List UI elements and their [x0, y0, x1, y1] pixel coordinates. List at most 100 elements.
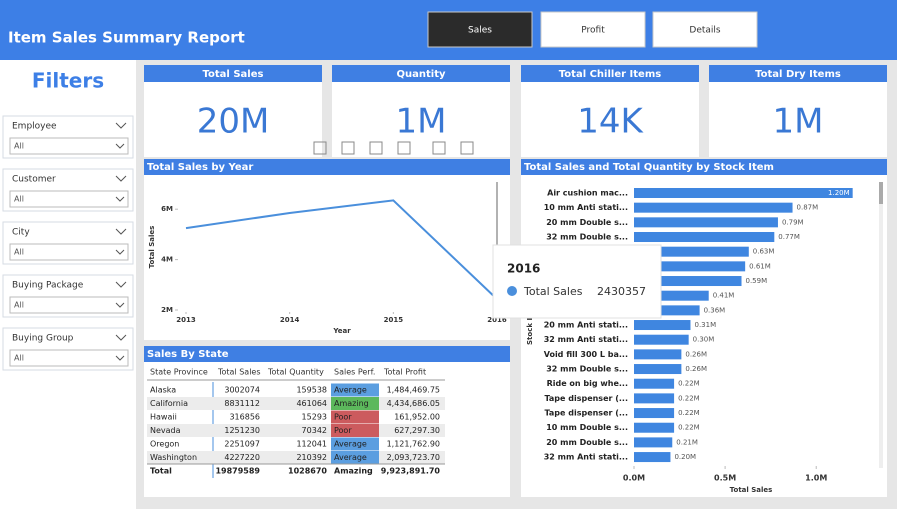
- chevron: [115, 281, 127, 288]
- tab-button[interactable]: [427, 11, 533, 48]
- value-label: 1.20M: [828, 189, 850, 197]
- bar: [634, 202, 793, 213]
- bar: [634, 261, 746, 272]
- x-tick-label: 1.0M: [805, 474, 827, 483]
- value-label: 0.22M: [678, 380, 700, 388]
- table-cell: Alaska: [150, 386, 176, 395]
- filter-dropdown[interactable]: [9, 349, 129, 367]
- value-label: 0.30M: [693, 336, 715, 344]
- filter-value[interactable]: All: [14, 248, 24, 257]
- bar: [634, 217, 778, 228]
- filter-dropdown[interactable]: [9, 137, 129, 155]
- perf-cell: [331, 437, 379, 451]
- table-header: Total Profit: [383, 368, 426, 377]
- bar: [634, 276, 742, 287]
- bar: [634, 452, 671, 463]
- toolbar-icon[interactable]: [313, 141, 327, 155]
- table-cell: Amazing: [334, 399, 369, 408]
- report-title: Item Sales Summary Report: [8, 29, 245, 47]
- table-cell: 1,484,469.75: [387, 386, 440, 395]
- card-header: [332, 65, 510, 82]
- value-label: 0.36M: [704, 306, 726, 314]
- table-header: Total Sales: [217, 368, 261, 377]
- card-value: 1M: [396, 102, 447, 142]
- chevron: [115, 175, 127, 182]
- toolbar-icon[interactable]: [460, 141, 474, 155]
- table-cell: 159538: [296, 386, 327, 395]
- tab-button[interactable]: [540, 11, 646, 48]
- category-label: Void fill 300 L ba...: [544, 350, 628, 359]
- value-label: 0.87M: [797, 204, 819, 212]
- filter-label: Employee: [12, 122, 57, 132]
- table-cell: 161,952.00: [394, 413, 440, 422]
- x-tick-label: 0.5M: [714, 474, 736, 483]
- panel: [521, 159, 887, 497]
- filter-label: Customer: [12, 175, 56, 185]
- category-label: 20 mm Double s...: [546, 438, 628, 447]
- value-label: 0.22M: [678, 424, 700, 432]
- tooltip-title: 2016: [507, 262, 540, 276]
- chevron: [115, 302, 125, 308]
- filter-label: Buying Group: [12, 334, 74, 344]
- table-cell: Total: [150, 467, 172, 476]
- table-cell: 1251230: [224, 426, 260, 435]
- tooltip-value: 2430357: [597, 285, 646, 298]
- table-cell: 3002074: [224, 386, 260, 395]
- table-cell: Average: [334, 440, 367, 449]
- category-label: 32 mm Double s...: [546, 233, 628, 242]
- card-label: Total Dry Items: [755, 69, 841, 80]
- y-tick-label: 4M: [161, 256, 173, 264]
- value-label: 0.22M: [678, 409, 700, 417]
- toolbar-icon[interactable]: [397, 141, 411, 155]
- panel-title: Total Sales by Year: [147, 162, 253, 173]
- chevron: [115, 122, 127, 129]
- filter-dropdown[interactable]: [9, 296, 129, 314]
- filter-value[interactable]: All: [14, 301, 24, 310]
- table-cell: 4227220: [224, 453, 260, 462]
- category-label: 10 mm Double s...: [546, 423, 628, 432]
- category-label: 32 mm Anti stati...: [544, 335, 628, 344]
- perf-cell: [331, 424, 379, 437]
- toolbar-icon[interactable]: [341, 141, 355, 155]
- filter-value[interactable]: All: [14, 142, 24, 151]
- card-header: [144, 65, 322, 82]
- tab-label[interactable]: Profit: [581, 26, 605, 36]
- toolbar-icon[interactable]: [369, 141, 383, 155]
- value-label: 0.61M: [749, 262, 771, 270]
- filter-dropdown[interactable]: [9, 243, 129, 261]
- line-series: [185, 199, 498, 300]
- value-label: 0.22M: [678, 394, 700, 402]
- panel: [144, 159, 510, 340]
- table-cell: Oregon: [150, 440, 179, 449]
- table-cell: Amazing: [334, 467, 373, 476]
- bar: [634, 364, 682, 375]
- perf-cell: [331, 397, 379, 410]
- bar: [634, 232, 775, 243]
- table-cell: 19879589: [215, 467, 260, 476]
- table-cell: 112041: [296, 440, 327, 449]
- tab-button[interactable]: [652, 11, 758, 48]
- filter-dropdown[interactable]: [9, 190, 129, 208]
- y-tick-label: 6M: [161, 205, 173, 213]
- y-tick-label: 2M: [161, 306, 173, 314]
- card-label: Total Sales: [203, 69, 264, 80]
- filter-value[interactable]: All: [14, 354, 24, 363]
- tooltip: [492, 244, 662, 319]
- category-label: Air cushion mac...: [547, 189, 628, 198]
- tab-label[interactable]: Sales: [468, 26, 492, 36]
- toolbar-icon[interactable]: [432, 141, 446, 155]
- bar: [634, 290, 709, 301]
- tab-label[interactable]: Details: [689, 26, 721, 36]
- table-cell: Hawaii: [150, 413, 177, 422]
- scrollbar-thumb[interactable]: [879, 182, 883, 204]
- card-value: 1M: [773, 102, 824, 142]
- filter-value[interactable]: All: [14, 195, 24, 204]
- bar: [634, 408, 675, 419]
- category-label: 10 mm Anti stati...: [544, 203, 628, 212]
- chevron: [115, 249, 125, 255]
- table-cell: 15293: [302, 413, 327, 422]
- card-label: Quantity: [397, 69, 446, 80]
- table-cell: Average: [334, 386, 367, 395]
